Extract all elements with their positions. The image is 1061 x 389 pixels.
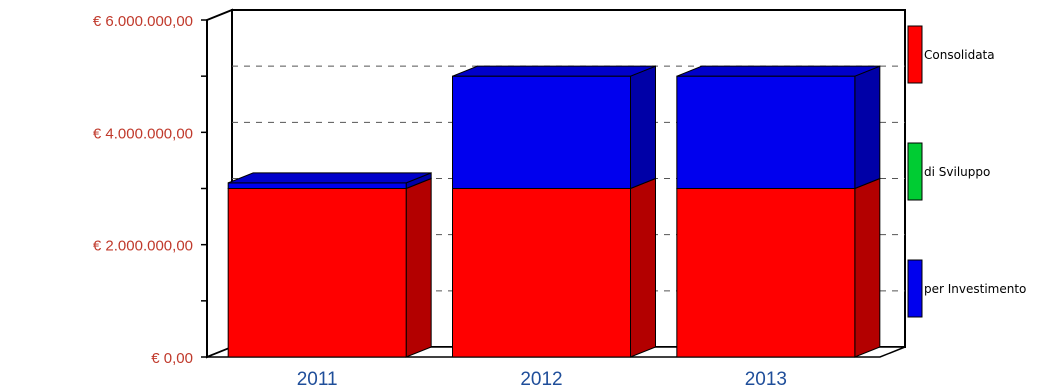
bar-side-face (405, 177, 432, 358)
bar-segment (452, 75, 631, 189)
x-tick-label: 2013 (745, 369, 787, 389)
bar-segment (452, 188, 631, 358)
legend-label: di Sviluppo (924, 165, 990, 179)
bar-segment (227, 188, 407, 358)
bar-side-face (630, 177, 656, 358)
x-tick-label: 2012 (520, 369, 562, 389)
bar-side-face (854, 65, 881, 190)
bar-side-face (854, 177, 881, 358)
bar-segment (676, 188, 856, 358)
bar-top-face (452, 65, 656, 77)
legend-swatch (907, 142, 923, 201)
bar-top-face (227, 172, 432, 184)
legend-swatch (907, 259, 923, 318)
bar-side-face (630, 65, 656, 190)
x-tick-label: 2011 (297, 369, 338, 389)
y-tick-label: € 6.000.000,00 (93, 13, 193, 30)
y-tick-label: € 0,00 (151, 350, 193, 367)
legend-label: Consolidata (924, 48, 995, 62)
bar-segment (227, 182, 407, 189)
bar-segment (676, 75, 856, 189)
y-tick-label: € 4.000.000,00 (93, 125, 193, 142)
y-tick-label: € 2.000.000,00 (93, 238, 193, 255)
legend-label: per Investimento (924, 282, 1026, 296)
legend-swatch (907, 25, 923, 84)
bar-top-face (676, 65, 881, 77)
